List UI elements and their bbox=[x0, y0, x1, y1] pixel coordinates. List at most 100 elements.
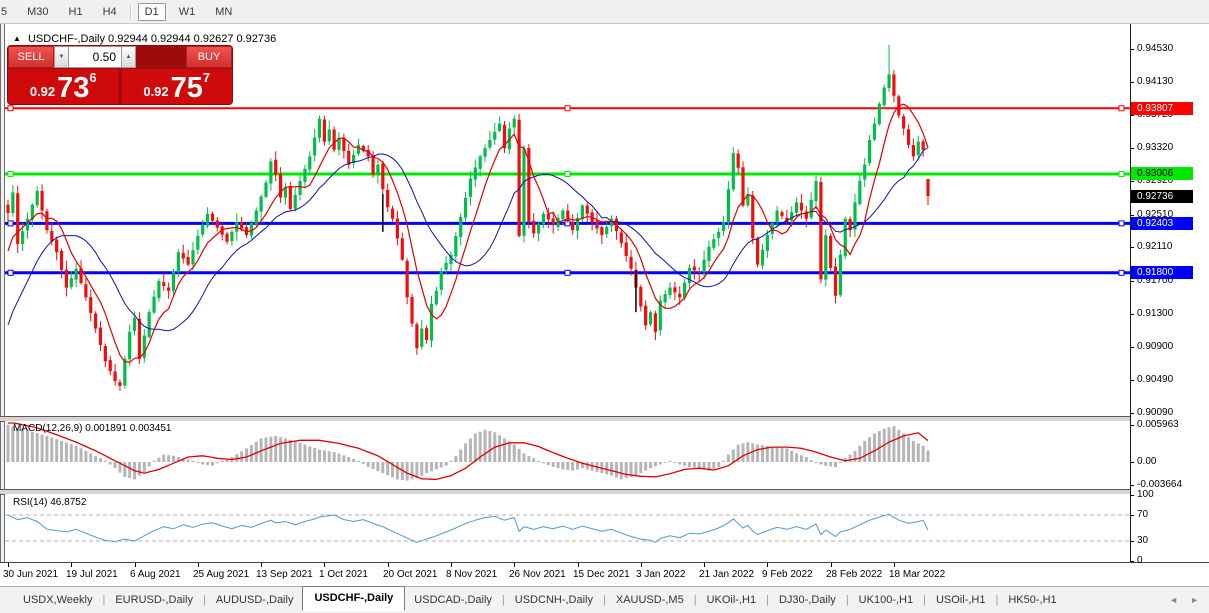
price-axis-label-tick bbox=[1130, 314, 1134, 315]
sell-price-quote[interactable]: 0.92 73 6 bbox=[8, 69, 119, 104]
timeframe-button-w1[interactable]: W1 bbox=[178, 5, 196, 18]
chart-tab-usdx[interactable]: USDX,Weekly bbox=[23, 594, 93, 606]
macd-axis-label: 0.00 bbox=[1137, 456, 1157, 467]
symbol-collapse-icon[interactable]: ▲ bbox=[13, 34, 21, 43]
chart-tab-usdcnh[interactable]: USDCNH-,Daily bbox=[514, 594, 594, 606]
timeframe-button-mn[interactable]: MN bbox=[215, 5, 233, 18]
chart-tab-bar: USDX,Weekly | EURUSD-,Daily | AUDUSD-,Daily U… bbox=[0, 586, 1209, 613]
macd-indicator-label: MACD(12,26,9) 0.001891 0.003451 bbox=[13, 423, 172, 434]
buy-price-major: 0.92 bbox=[143, 84, 169, 99]
chart-tab-eurusd[interactable]: EURUSD-,Daily bbox=[115, 594, 193, 606]
chart-ohlc-values: 0.92944 0.92944 0.92627 0.92736 bbox=[108, 33, 277, 45]
chart-tab-usdchf[interactable]: USDCHF-,Daily bbox=[302, 586, 406, 611]
price-axis-label: 0.91300 bbox=[1137, 308, 1174, 319]
timeframe-button-d1[interactable]: D1 bbox=[137, 2, 166, 21]
rsi-axis-label-tick bbox=[1130, 495, 1134, 496]
current-price-badge: 0.92736 bbox=[1131, 190, 1193, 203]
sell-price-point: 6 bbox=[89, 70, 97, 85]
chart-tab-hk50[interactable]: HK50-,H1 bbox=[1008, 594, 1057, 606]
price-axis-label-tick bbox=[1130, 281, 1134, 282]
tab-separator: | bbox=[603, 594, 606, 606]
tab-separator: | bbox=[501, 594, 505, 606]
buy-button[interactable]: BUY bbox=[186, 46, 232, 68]
macd-axis-label: 0.005963 bbox=[1137, 419, 1179, 430]
date-axis-tick bbox=[261, 563, 262, 567]
tab-separator: | bbox=[995, 594, 999, 606]
sell-price-pips: 73 bbox=[57, 72, 90, 104]
rsi-indicator-label: RSI(14) 46.8752 bbox=[13, 497, 87, 508]
level-price-badge-3: 0.91800 bbox=[1131, 266, 1193, 279]
date-axis-label: 1 Oct 2021 bbox=[319, 569, 368, 580]
date-axis-label: 19 Jul 2021 bbox=[66, 569, 118, 580]
price-axis-label-tick bbox=[1130, 413, 1134, 414]
date-axis-label: 18 Mar 2022 bbox=[889, 569, 946, 580]
price-axis-label-tick bbox=[1130, 247, 1134, 248]
price-axis-label-tick bbox=[1130, 347, 1134, 348]
chart-tab-uk100[interactable]: UK100-,H1 bbox=[858, 594, 914, 606]
price-axis-label: 0.90900 bbox=[1137, 341, 1174, 352]
rsi-axis-label-tick bbox=[1130, 561, 1134, 562]
price-axis-label-tick bbox=[1130, 380, 1134, 381]
rsi-indicator-canvas[interactable] bbox=[5, 494, 1130, 562]
date-axis-label: 3 Jan 2022 bbox=[636, 569, 686, 580]
date-axis-tick bbox=[388, 563, 389, 567]
level-price-badge-0: 0.93807 bbox=[1131, 102, 1193, 115]
chart-tab-dj30[interactable]: DJ30-,Daily bbox=[778, 594, 836, 606]
macd-axis-label-tick bbox=[1130, 485, 1134, 486]
macd-axis-label-tick bbox=[1130, 425, 1134, 426]
toolbar-separator bbox=[129, 3, 132, 20]
timeframe-button-m30[interactable]: M30 bbox=[27, 5, 49, 18]
date-axis-label: 6 Aug 2021 bbox=[130, 569, 181, 580]
timeframe-button-5[interactable]: 5 bbox=[1, 5, 8, 18]
price-axis-label-tick bbox=[1130, 148, 1134, 149]
tab-separator: | bbox=[202, 594, 206, 606]
date-axis-tick bbox=[578, 563, 579, 567]
price-axis-label: 0.91700 bbox=[1137, 275, 1174, 286]
rsi-axis-label: 70 bbox=[1137, 509, 1149, 520]
chart-tab-ukoil[interactable]: UKOil-,H1 bbox=[706, 594, 757, 606]
date-axis-tick bbox=[324, 563, 325, 567]
price-axis-label-tick bbox=[1130, 215, 1134, 216]
lot-up-icon: ▲ bbox=[125, 54, 132, 60]
level-price-badge-2: 0.92403 bbox=[1131, 217, 1193, 230]
price-axis-label: 0.94530 bbox=[1137, 43, 1174, 54]
chart-tab-usoil[interactable]: USOil-,H1 bbox=[935, 594, 986, 606]
chart-window-left-frame bbox=[0, 24, 5, 613]
tab-separator: | bbox=[766, 594, 769, 606]
price-axis-label: 0.90090 bbox=[1137, 407, 1174, 418]
lot-increase-button[interactable]: ▲ bbox=[121, 46, 136, 68]
price-axis-label: 0.92510 bbox=[1137, 209, 1174, 220]
lot-size-input[interactable] bbox=[69, 46, 121, 68]
date-axis-label: 28 Feb 2022 bbox=[826, 569, 883, 580]
date-axis-label: 25 Aug 2021 bbox=[193, 569, 250, 580]
macd-indicator-canvas[interactable] bbox=[5, 421, 1130, 489]
chart-tab-usdcad[interactable]: USDCAD-,Daily bbox=[414, 594, 492, 606]
price-axis-label-tick bbox=[1130, 82, 1134, 83]
date-axis-tick bbox=[704, 563, 705, 567]
timeframe-button-h4[interactable]: H4 bbox=[102, 5, 117, 18]
price-axis-label-tick bbox=[1130, 181, 1134, 182]
date-axis-label: 26 Nov 2021 bbox=[509, 569, 566, 580]
date-axis-tick bbox=[767, 563, 768, 567]
date-axis-tick bbox=[8, 563, 9, 567]
rsi-axis-label: 0 bbox=[1137, 555, 1143, 566]
lot-decrease-button[interactable]: ▼ bbox=[54, 46, 69, 68]
date-axis-tick bbox=[641, 563, 642, 567]
price-axis-label-tick bbox=[1130, 115, 1134, 116]
chart-tab-audusd[interactable]: AUDUSD-,Daily bbox=[215, 594, 294, 606]
sell-button[interactable]: SELL bbox=[8, 46, 54, 68]
date-axis[interactable]: 30 Jun 2021 19 Jul 2021 6 Aug 2021 25 Aug 2… bbox=[0, 562, 1209, 587]
rsi-axis-label-tick bbox=[1130, 541, 1134, 542]
date-axis-label: 8 Nov 2021 bbox=[446, 569, 498, 580]
price-axis-label: 0.92110 bbox=[1137, 241, 1173, 252]
macd-axis-label-tick bbox=[1130, 462, 1134, 463]
level-price-badge-1: 0.93006 bbox=[1131, 167, 1193, 180]
chart-tab-xauusd[interactable]: XAUUSD-,M5 bbox=[615, 594, 684, 606]
rsi-axis-label: 100 bbox=[1137, 489, 1154, 500]
tabs-scroll-right-icon[interactable]: ► bbox=[1190, 595, 1199, 605]
macd-axis-label: -0.003664 bbox=[1137, 479, 1183, 490]
price-axis-label: 0.93320 bbox=[1137, 142, 1174, 153]
buy-price-quote[interactable]: 0.92 75 7 bbox=[121, 69, 232, 104]
timeframe-button-h1[interactable]: H1 bbox=[68, 5, 83, 18]
tabs-scroll-left-icon[interactable]: ◄ bbox=[1169, 595, 1179, 605]
